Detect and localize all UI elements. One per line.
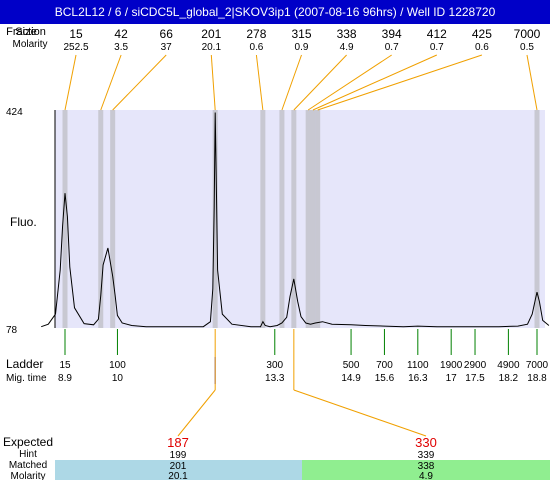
- expected-leader-lines: [177, 329, 427, 437]
- peak-molarity-label: 252.5: [63, 42, 88, 53]
- matched-box-1: [55, 460, 302, 480]
- peak-leader-line: [312, 54, 438, 111]
- peak-band: [534, 110, 540, 328]
- peak-leader-line: [281, 54, 302, 111]
- matched-value: 338: [418, 461, 435, 472]
- peak-band: [260, 110, 266, 328]
- ladder-size-label: 500: [343, 360, 360, 371]
- peak-size-label: 7000: [514, 27, 541, 41]
- ladder-size-label: 4900: [497, 360, 520, 371]
- peak-band: [212, 110, 218, 328]
- peak-band: [62, 110, 68, 328]
- peak-size-label: 278: [246, 27, 266, 41]
- hint-row-label: Hint: [19, 449, 37, 460]
- ladder-size-label: 700: [376, 360, 393, 371]
- molarity-value: 4.9: [419, 471, 433, 480]
- ladder-size-label: 15: [59, 360, 71, 371]
- ladder-group: 15 8.9 100 10 300 13.3 500 14.9 700 15.6 1100 16.3 1…: [58, 329, 549, 384]
- peak-band: [305, 110, 311, 328]
- peak-band: [310, 110, 316, 328]
- ladder-mig-time-label: 17: [446, 373, 458, 384]
- peak-size-label: 201: [201, 27, 221, 41]
- peak-leader-line: [526, 54, 538, 111]
- expected-row-label: Expected: [3, 435, 53, 449]
- peak-molarity-label: 0.7: [385, 42, 399, 53]
- title-bar: [0, 0, 550, 24]
- ladder-mig-time-label: 13.3: [265, 373, 285, 384]
- ladder-mig-time-label: 10: [112, 373, 124, 384]
- peak-band: [110, 110, 116, 328]
- page-title: BCL2L12 / 6 / siCDC5L_global_2|SKOV3ip1 …: [54, 5, 496, 19]
- peak-band: [98, 110, 104, 328]
- peak-molarity-label: 0.7: [430, 42, 444, 53]
- peak-leader-lines: [64, 54, 538, 111]
- peak-molarity-label: 4.9: [340, 42, 354, 53]
- molarity-bottom-row-label: Molarity: [10, 471, 45, 480]
- peak-molarity-label: 0.6: [475, 42, 489, 53]
- y-tick-min: 78: [6, 325, 18, 336]
- peak-size-label: 15: [69, 27, 83, 41]
- peak-molarity-label: 20.1: [202, 42, 222, 53]
- hint-value: 199: [170, 450, 187, 461]
- peak-leader-line: [64, 54, 77, 111]
- peak-size-label: 425: [472, 27, 492, 41]
- peak-band: [279, 110, 285, 328]
- peak-leader-line: [210, 54, 216, 111]
- expected-value: 187: [167, 435, 189, 450]
- matched-row-label: Matched: [9, 460, 47, 471]
- peak-size-label: 66: [160, 27, 174, 41]
- expected-leader-line: [293, 389, 427, 437]
- hint-value: 339: [418, 450, 435, 461]
- ladder-size-label: 300: [266, 360, 283, 371]
- ladder-mig-time-label: 18.8: [527, 373, 547, 384]
- matched-value: 201: [170, 461, 187, 472]
- peak-size-label: 338: [337, 27, 357, 41]
- expected-value: 330: [415, 435, 437, 450]
- peak-bands: [62, 110, 540, 328]
- peak-leader-line: [100, 54, 122, 111]
- peak-molarity-label: 0.5: [520, 42, 534, 53]
- ladder-mig-time-label: 8.9: [58, 373, 72, 384]
- plot-background: [55, 110, 545, 328]
- peak-size-label: 42: [114, 27, 128, 41]
- fluorescence-trace: [41, 112, 550, 328]
- fraction-row-label: Fraction: [6, 26, 46, 38]
- peak-band: [291, 110, 297, 328]
- peak-molarity-label: 0.9: [295, 42, 309, 53]
- ladder-mig-time-label: 15.6: [375, 373, 395, 384]
- mig-time-label: Mig. time: [6, 373, 47, 384]
- ladder-mig-time-label: 17.5: [465, 373, 485, 384]
- peak-molarity-label: 37: [161, 42, 173, 53]
- peak-molarity-label: 0.6: [249, 42, 263, 53]
- ladder-size-label: 1100: [407, 360, 429, 371]
- molarity-value: 20.1: [168, 471, 188, 480]
- y-axis-label: Fluo.: [10, 215, 37, 229]
- ladder-mig-time-label: 14.9: [341, 373, 361, 384]
- peak-leader-line: [112, 54, 167, 111]
- ladder-size-label: 1900: [440, 360, 463, 371]
- ladder-mig-time-label: 16.3: [408, 373, 428, 384]
- ladder-mig-time-label: 18.2: [499, 373, 519, 384]
- peak-leader-line: [307, 54, 392, 111]
- peak-size-label: 394: [382, 27, 402, 41]
- peak-band: [315, 110, 321, 328]
- ladder-label: Ladder: [6, 357, 43, 371]
- matched-box-2: [302, 460, 550, 480]
- size-row-label: Size: [15, 26, 36, 38]
- ladder-size-label: 100: [109, 360, 126, 371]
- peak-leader-line: [293, 54, 347, 111]
- molarity-row-label: Molarity: [12, 39, 47, 50]
- y-tick-max: 424: [6, 107, 23, 118]
- peak-leader-line: [317, 54, 483, 111]
- peak-size-label: 315: [291, 27, 311, 41]
- peak-leader-line: [255, 54, 264, 111]
- expected-leader-line: [177, 389, 216, 437]
- peak-size-label: 412: [427, 27, 447, 41]
- ladder-size-label: 7000: [526, 360, 549, 371]
- peak-molarity-label: 3.5: [114, 42, 128, 53]
- ladder-size-label: 2900: [464, 360, 487, 371]
